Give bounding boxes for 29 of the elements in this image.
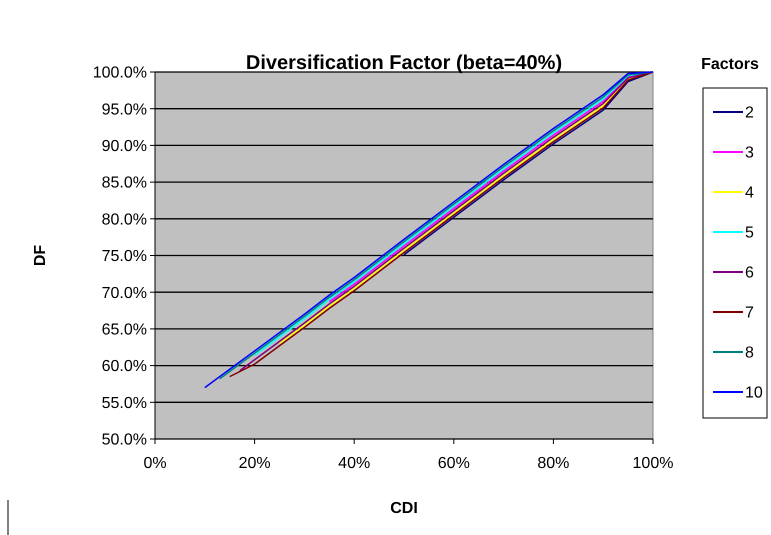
legend-label: 3 <box>745 144 754 162</box>
legend-label: 10 <box>745 384 763 402</box>
chart-title: Diversification Factor (beta=40%) <box>246 52 562 74</box>
y-tick-label: 90.0% <box>102 138 147 155</box>
y-tick-label: 70.0% <box>102 284 147 302</box>
x-tick-label: 40% <box>338 455 370 472</box>
legend-label: 6 <box>745 264 754 282</box>
y-tick-label: 100.0% <box>92 64 147 82</box>
legend-title: Factors <box>701 56 759 73</box>
y-axis-title: DF <box>32 244 49 266</box>
x-tick-label: 80% <box>537 455 570 472</box>
legend-label: 4 <box>745 184 754 202</box>
y-tick-label: 50.0% <box>102 432 147 449</box>
y-tick-label: 85.0% <box>102 174 147 192</box>
x-tick-label: 0% <box>143 455 167 472</box>
y-tick-label: 80.0% <box>102 211 147 228</box>
y-tick-label: 75.0% <box>102 248 147 266</box>
x-tick-label: 100% <box>632 455 674 472</box>
x-tick-label: 60% <box>438 455 470 472</box>
legend-label: 2 <box>745 104 754 122</box>
legend-label: 5 <box>745 224 754 242</box>
y-tick-label: 65.0% <box>102 322 147 338</box>
y-tick-label: 95.0% <box>102 101 147 118</box>
y-tick-label: 60.0% <box>102 358 147 376</box>
legend-label: 8 <box>745 344 754 362</box>
y-tick-label: 55.0% <box>102 394 147 412</box>
legend-label: 7 <box>745 304 754 322</box>
x-tick-label: 20% <box>238 455 271 472</box>
x-axis-title: CDI <box>390 500 418 517</box>
